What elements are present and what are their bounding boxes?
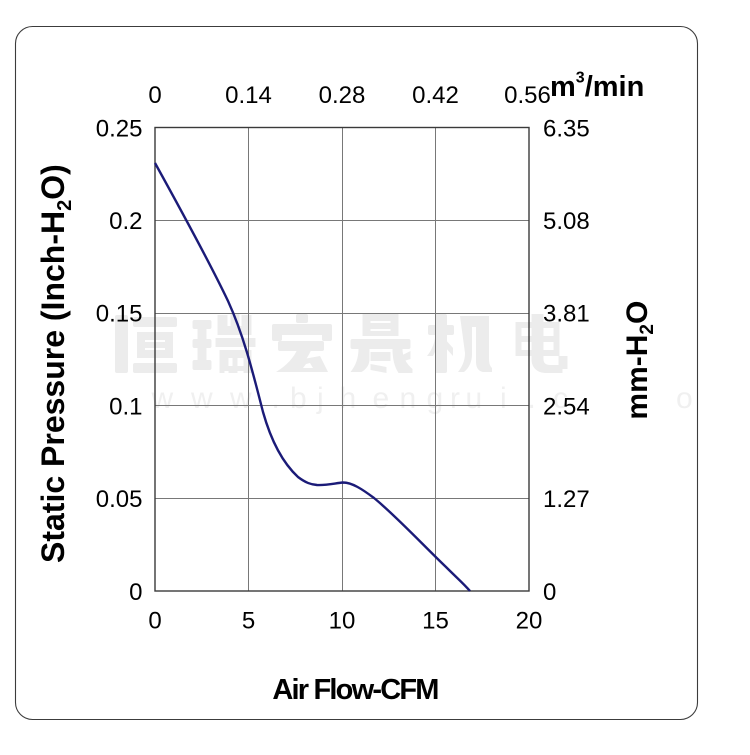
svg-text:0: 0: [129, 579, 142, 606]
svg-text:0.05: 0.05: [96, 486, 143, 513]
svg-text:0: 0: [543, 579, 556, 606]
svg-text:0.25: 0.25: [96, 115, 143, 142]
svg-text:Air Flow-CFM: Air Flow-CFM: [272, 674, 438, 706]
svg-text:0.28: 0.28: [319, 82, 366, 109]
svg-text:Static Pressure (Inch-H2O): Static Pressure (Inch-H2O): [35, 164, 76, 563]
svg-text:0.42: 0.42: [412, 82, 459, 109]
svg-text:m3/min: m3/min: [550, 70, 644, 104]
svg-text:mm-H2O: mm-H2O: [621, 301, 658, 420]
svg-text:3.81: 3.81: [543, 301, 590, 328]
svg-text:0: 0: [148, 607, 161, 634]
svg-text:0.2: 0.2: [109, 208, 142, 235]
svg-text:0.15: 0.15: [96, 301, 143, 328]
svg-text:5: 5: [242, 607, 255, 634]
svg-text:5.08: 5.08: [543, 208, 590, 235]
svg-text:2.54: 2.54: [543, 393, 590, 420]
svg-text:15: 15: [422, 607, 449, 634]
svg-text:1.27: 1.27: [543, 486, 590, 513]
svg-text:0.56: 0.56: [504, 82, 551, 109]
svg-text:0.1: 0.1: [109, 393, 142, 420]
svg-text:www.bjhengrui.co: www.bjhengrui.co: [151, 382, 693, 415]
svg-text:0: 0: [148, 82, 161, 109]
svg-text:6.35: 6.35: [543, 115, 590, 142]
svg-text:10: 10: [329, 607, 356, 634]
svg-text:0.14: 0.14: [225, 82, 272, 109]
svg-text:20: 20: [516, 607, 543, 634]
